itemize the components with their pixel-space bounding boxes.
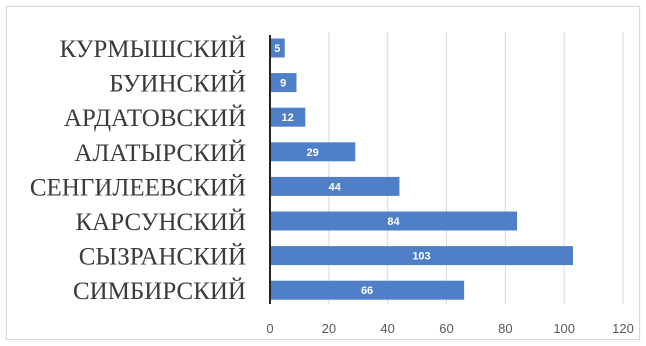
data-label-6: 103 [412,251,430,263]
data-label-1: 9 [280,78,286,90]
x-tick-label-40: 40 [380,321,394,336]
bar-1 [270,73,297,93]
data-label-4: 44 [329,181,342,193]
bar-0 [270,38,285,58]
x-tick-label-80: 80 [498,321,512,336]
x-axis-tick-labels: 0 20 40 60 80 100 120 [266,321,633,336]
category-label-6: СЫЗРАНСКИЙ [79,243,246,271]
category-label-4: СЕНГИЛЕЕВСКИЙ [30,173,246,201]
category-label-7: СИМБИРСКИЙ [73,277,246,305]
category-label-1: БУИНСКИЙ [109,70,246,98]
data-label-2: 12 [282,112,294,124]
x-tick-label-120: 120 [612,321,634,336]
category-label-2: АРДАТОВСКИЙ [64,104,246,132]
bar-5 [270,211,518,231]
bar-2 [270,107,306,127]
bar-6 [270,246,573,266]
bar-3 [270,142,356,162]
data-label-5: 84 [387,216,400,228]
category-label-0: КУРМЫШСКИЙ [60,35,247,63]
category-labels: КУРМЫШСКИЙ БУИНСКИЙ АРДАТОВСКИЙ АЛАТЫРСКИЙ С… [30,35,246,305]
data-labels: 5 9 12 29 44 84 103 66 [274,43,430,297]
data-label-3: 29 [307,147,319,159]
x-tick-label-60: 60 [439,321,453,336]
bars [270,38,573,300]
category-label-5: КАРСУНСКИЙ [76,208,247,236]
category-label-3: АЛАТЫРСКИЙ [74,139,246,167]
x-tick-label-100: 100 [553,321,575,336]
data-label-7: 66 [361,285,373,297]
x-tick-label-20: 20 [322,321,336,336]
bar-7 [270,280,465,300]
data-label-0: 5 [274,43,280,55]
bar-4 [270,176,400,196]
x-tick-label-0: 0 [266,321,273,336]
